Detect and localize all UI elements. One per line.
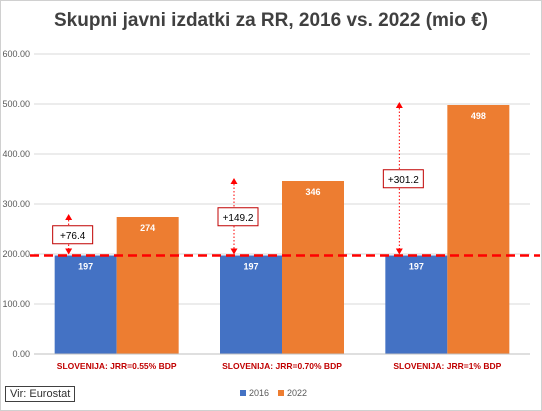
y-tick-label: 300.00: [2, 199, 30, 209]
x-category-label: SLOVENIJA: JRR=0.55% BDP: [57, 361, 177, 371]
annotation-label: +301.2: [388, 175, 419, 186]
annotation-label: +76.4: [60, 231, 86, 242]
data-label-2016: 197: [78, 262, 93, 272]
y-tick-label: 0.00: [12, 349, 30, 359]
y-tick-label: 400.00: [2, 149, 30, 159]
annotation-arrow-head-up: [65, 214, 73, 220]
legend-label: 2022: [287, 388, 307, 398]
y-tick-label: 500.00: [2, 99, 30, 109]
legend-swatch: [240, 390, 246, 396]
y-tick-label: 100.00: [2, 299, 30, 309]
annotation-arrow-head-down: [230, 248, 238, 255]
bar-2016: [54, 255, 117, 354]
annotation-arrow-head-down: [65, 248, 73, 255]
annotation-arrow-head-up: [230, 178, 238, 184]
data-label-2016: 197: [243, 262, 258, 272]
x-category-label: SLOVENIJA: JRR=1% BDP: [393, 361, 501, 371]
annotation-box: [382, 169, 424, 189]
bar-2022: [447, 105, 510, 354]
legend-swatch: [278, 390, 284, 396]
y-tick-label: 200.00: [2, 249, 30, 259]
data-label-2022: 498: [471, 111, 486, 121]
annotation-arrow-head-down: [395, 248, 403, 255]
x-category-label: SLOVENIJA: JRR=0.70% BDP: [222, 361, 342, 371]
bar-2016: [385, 255, 448, 354]
data-label-2022: 274: [140, 223, 155, 233]
annotation-label: +149.2: [223, 213, 254, 224]
bar-2016: [220, 255, 282, 354]
annotation-box: [52, 225, 94, 245]
bar-2022: [116, 217, 179, 354]
chart-title: Skupni javni izdatki za RR, 2016 vs. 202…: [53, 10, 488, 31]
data-label-2016: 197: [409, 262, 424, 272]
y-tick-label: 600.00: [2, 49, 30, 59]
annotation-arrow-head-up: [395, 102, 403, 108]
legend-label: 2016: [249, 388, 269, 398]
annotation-box: [217, 207, 259, 227]
bar-2022: [282, 181, 344, 354]
data-label-2022: 346: [305, 187, 320, 197]
source-note: Vir: Eurostat: [5, 386, 76, 402]
